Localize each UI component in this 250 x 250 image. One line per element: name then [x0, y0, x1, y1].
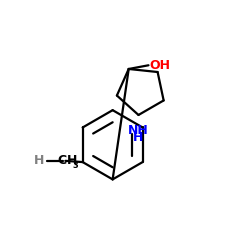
Text: 3: 3 — [73, 161, 78, 170]
Text: NH: NH — [128, 124, 149, 137]
Text: H: H — [66, 154, 77, 167]
Text: H: H — [34, 154, 44, 167]
Text: C: C — [58, 154, 66, 167]
Text: OH: OH — [150, 59, 171, 72]
Text: H: H — [133, 131, 144, 144]
